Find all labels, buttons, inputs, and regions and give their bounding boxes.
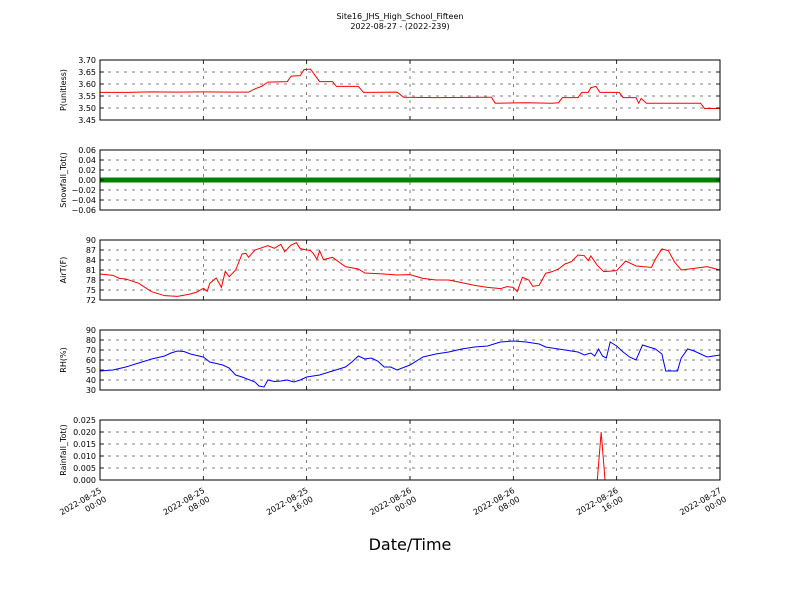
y-tick-label: 3.55 <box>78 92 96 101</box>
y-tick-label: −0.04 <box>71 196 96 205</box>
y-tick-label: 84 <box>86 256 96 265</box>
y-tick-label: 78 <box>86 276 96 285</box>
y-tick-label: 0.005 <box>73 464 96 473</box>
y-axis-label: P(unitless) <box>59 69 68 111</box>
y-tick-label: 60 <box>86 356 96 365</box>
y-tick-label: 0.04 <box>78 156 96 165</box>
y-tick-label: 3.60 <box>78 80 96 89</box>
series-line <box>100 68 720 109</box>
y-tick-label: 0.025 <box>73 416 96 425</box>
y-axis-label: Rainfall_Tot() <box>59 424 68 476</box>
y-tick-label: 3.65 <box>78 68 96 77</box>
y-tick-label: 75 <box>86 286 96 295</box>
x-tick-label: 2022-08-2500:00 <box>58 486 108 526</box>
y-tick-label: 0.020 <box>73 428 96 437</box>
y-tick-label: 87 <box>86 246 96 255</box>
y-tick-label: 70 <box>86 346 96 355</box>
y-tick-label: 72 <box>86 296 96 305</box>
panel-0: 3.45 3.50 3.55 3.60 3.65 3.70 P(unitless) <box>59 56 721 125</box>
y-tick-label: 0.010 <box>73 452 96 461</box>
x-tick-label: 2022-08-2508:00 <box>162 486 212 526</box>
series-line <box>99 242 721 297</box>
series-line <box>100 431 720 481</box>
y-axis-label: Snowfall_Tot() <box>59 152 68 208</box>
y-tick-label: 0.02 <box>78 166 96 175</box>
series-line <box>99 340 721 388</box>
x-tick-label: 2022-08-2608:00 <box>472 486 522 526</box>
y-tick-label: 3.50 <box>78 104 96 113</box>
x-tick-label: 2022-08-2516:00 <box>265 486 315 526</box>
y-tick-label: 0.06 <box>78 146 96 155</box>
y-tick-label: 90 <box>86 326 96 335</box>
y-tick-label: 80 <box>86 336 96 345</box>
y-tick-label: 3.70 <box>78 56 96 65</box>
y-tick-label: 0.015 <box>73 440 96 449</box>
y-tick-label: 0.000 <box>73 476 96 485</box>
chart-panels: 3.45 3.50 3.55 3.60 3.65 3.70 P(unitless) −0.06… <box>59 56 721 485</box>
x-tick-label: 2022-08-2616:00 <box>575 486 625 526</box>
x-tick-label: 2022-08-2600:00 <box>368 486 418 526</box>
y-tick-label: 40 <box>86 376 96 385</box>
y-tick-label: 50 <box>86 366 96 375</box>
x-tick-labels: 2022-08-2500:00 2022-08-2508:00 2022-08-25… <box>58 486 728 526</box>
y-tick-label: −0.06 <box>71 206 96 215</box>
figure-title-line2: 2022-08-27 - (2022-239) <box>350 22 449 31</box>
x-tick-label: 2022-08-2700:00 <box>678 486 728 526</box>
figure-title-line1: Site16_JHS_High_School_Fifteen <box>337 12 464 21</box>
y-tick-label: 90 <box>86 236 96 245</box>
y-tick-label: 30 <box>86 386 96 395</box>
y-tick-label: 0.00 <box>78 176 96 185</box>
x-axis-label: Date/Time <box>369 535 452 554</box>
y-axis-label: RH(%) <box>59 347 68 372</box>
y-axis-label: AirT(F) <box>59 257 68 284</box>
y-tick-label: −0.02 <box>71 186 96 195</box>
panel-4: 0.000 0.005 0.010 0.015 0.020 0.025 Rainfall_T… <box>59 416 721 485</box>
panel-1: −0.06−0.04−0.020.000.020.040.06 Snowfall_… <box>59 146 721 215</box>
y-tick-label: 3.45 <box>78 116 96 125</box>
y-tick-label: 81 <box>86 266 96 275</box>
